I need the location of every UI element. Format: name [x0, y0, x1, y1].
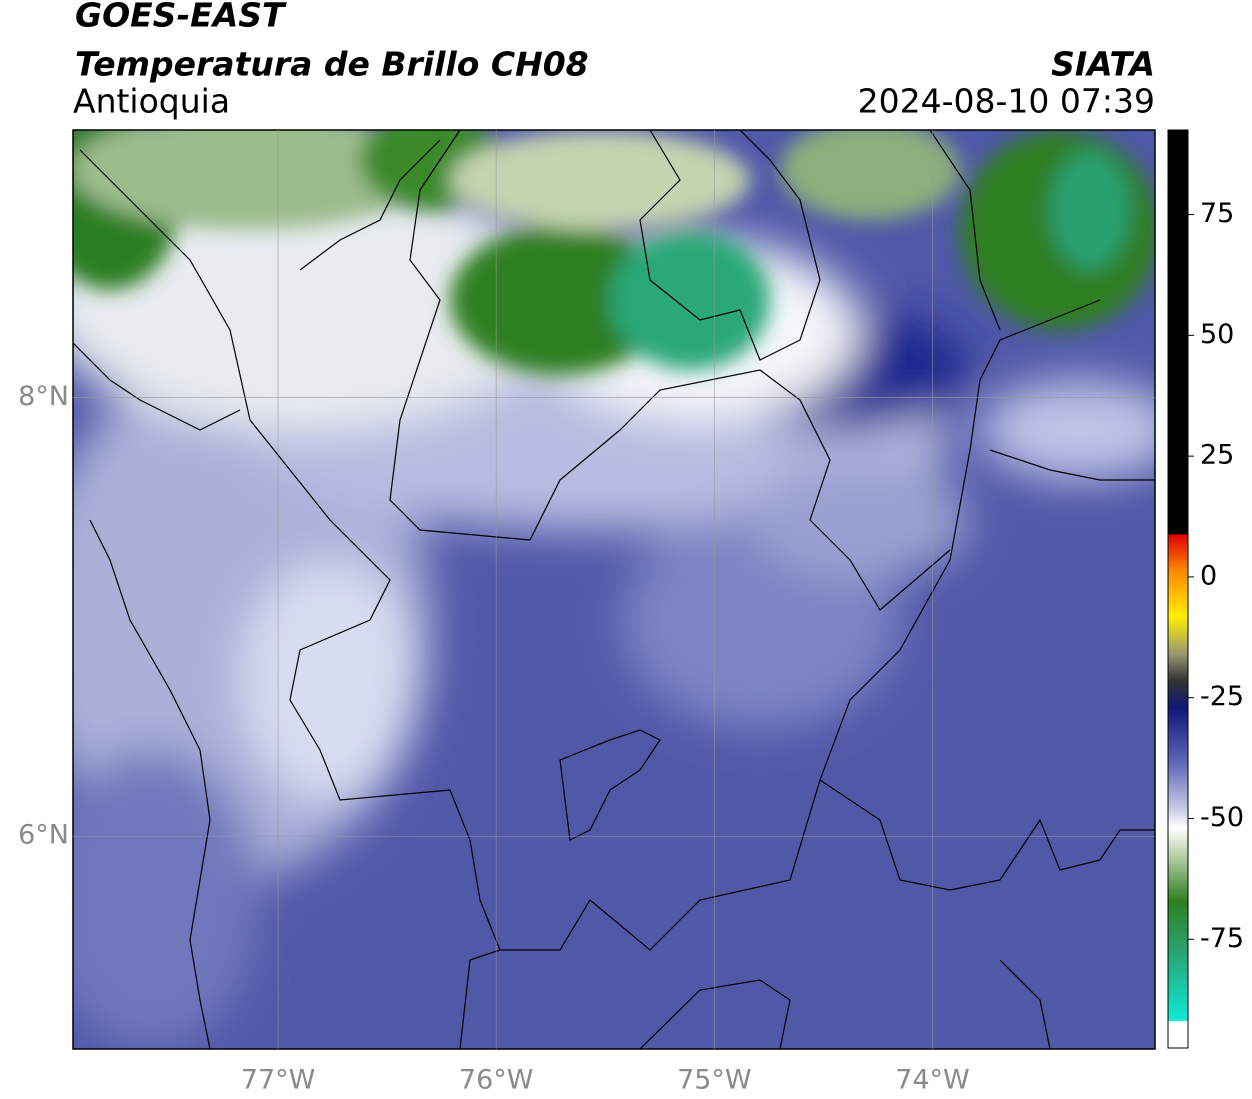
borders	[73, 130, 1155, 1049]
region: Antioquia	[73, 82, 230, 121]
colorbar-tick-label: -75	[1200, 923, 1244, 954]
subtitle: Temperatura de Brillo CH08	[75, 45, 589, 84]
colorbar-tick-label: 50	[1200, 319, 1234, 350]
colorbar-ticks: 75 50 25 0 -25 -50 -75	[1188, 198, 1244, 954]
timestamp: 2024-08-10 07:39	[858, 82, 1155, 121]
lon-label: 75°W	[677, 1065, 752, 1096]
lon-label: 74°W	[895, 1065, 970, 1096]
satellite-image	[73, 130, 1155, 1049]
colorbar-tick-label: 0	[1200, 560, 1217, 591]
colorbar-tick-label: 25	[1200, 440, 1234, 471]
colorbar-tick-label: -25	[1200, 681, 1244, 712]
lon-label: 77°W	[241, 1065, 316, 1096]
colorbar	[1167, 129, 1189, 1049]
title: GOES-EAST	[75, 0, 287, 35]
map-frame	[72, 129, 1156, 1050]
colorbar-tick-label: 75	[1200, 198, 1234, 229]
grid: 77°W 76°W 75°W 74°W 8°N 6°N	[18, 130, 1155, 1096]
lat-label: 8°N	[18, 381, 69, 412]
lon-label: 76°W	[459, 1065, 534, 1096]
source: SIATA	[1051, 45, 1155, 84]
colorbar-tick-label: -50	[1200, 802, 1244, 833]
lat-label: 6°N	[18, 820, 69, 851]
